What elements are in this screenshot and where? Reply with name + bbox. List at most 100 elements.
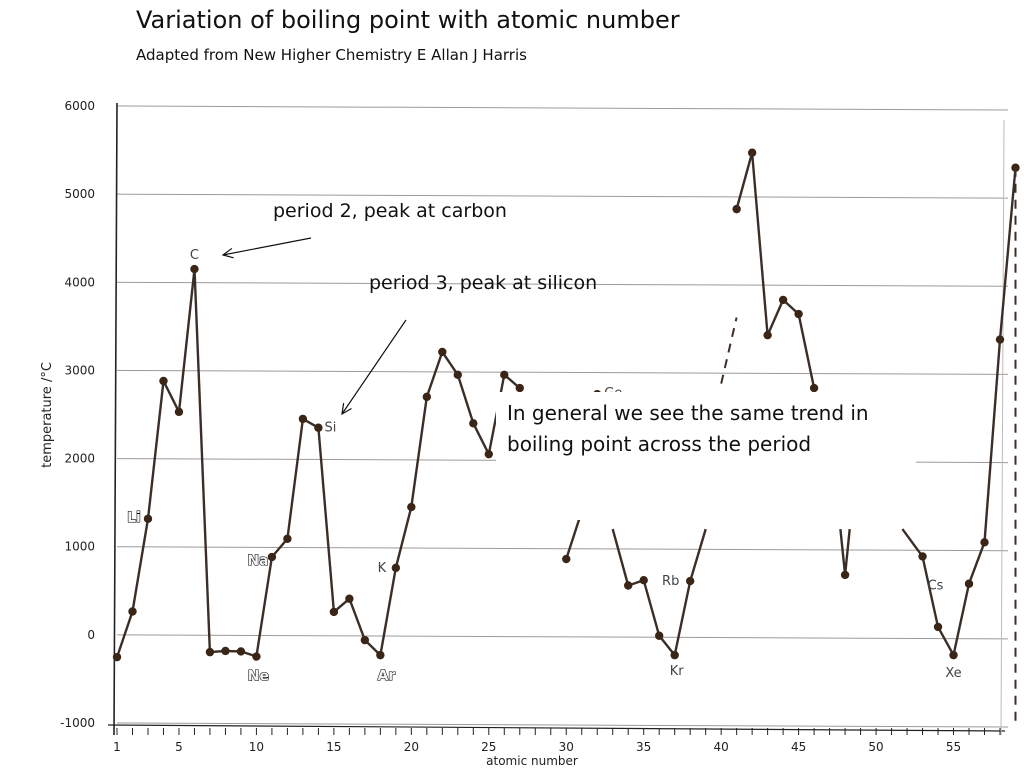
data-point: [639, 576, 648, 585]
gridline-y: [116, 369, 1009, 375]
slide-subtitle: Adapted from New Higher Chemistry E Alla…: [136, 46, 527, 64]
data-point: [685, 576, 695, 586]
data-point: [298, 414, 308, 424]
x-tick-label: 1: [113, 740, 121, 754]
data-point: [500, 370, 509, 380]
data-point: [329, 607, 339, 617]
y-tick-label: -1000: [60, 716, 95, 730]
y-tick-label: 3000: [64, 363, 95, 377]
data-point: [918, 552, 927, 561]
data-point: [763, 330, 772, 340]
data-point: [174, 407, 184, 417]
data-point: [407, 502, 416, 512]
data-point: [360, 635, 370, 645]
gridline-y: [116, 193, 1009, 199]
series-line: [839, 528, 851, 577]
data-point: [484, 449, 493, 459]
y-tick-label: 0: [87, 628, 95, 642]
data-point: [469, 419, 478, 428]
arrow-layer: [221, 237, 407, 416]
data-point: [624, 581, 633, 590]
series-line: [901, 167, 1017, 657]
point-label: Si: [324, 421, 336, 436]
point-label: K: [378, 561, 387, 576]
data-point: [438, 347, 447, 357]
arrow-head: [341, 403, 352, 416]
x-tick-label: 15: [326, 740, 341, 754]
data-point: [964, 579, 974, 588]
x-tick-label: 10: [249, 740, 264, 754]
data-point: [128, 607, 137, 616]
data-point: [221, 646, 230, 656]
slide-title: Variation of boiling point with atomic n…: [136, 6, 680, 34]
gridline-y: [116, 546, 1009, 552]
data-point: [190, 264, 199, 274]
label-layer: CSiKRbKrCsXeGeLiNaNeAr: [127, 248, 962, 685]
y-tick-label: 5000: [64, 187, 95, 201]
point-label: Rb: [662, 574, 679, 589]
x-tick-label: 20: [404, 740, 419, 754]
data-point: [732, 204, 741, 214]
data-point: [376, 650, 385, 660]
point-label: C: [190, 248, 199, 263]
y-axis-title: temperature /°C: [40, 362, 55, 468]
annotation-silicon: period 3, peak at silicon: [369, 272, 598, 294]
x-tick-label: 50: [868, 740, 883, 754]
gridline-y: [116, 281, 1009, 287]
series-line: [115, 267, 521, 658]
gridline-y: [116, 722, 1009, 728]
x-tick-label: 40: [714, 740, 729, 754]
annotation-arrow: [341, 319, 407, 415]
gridline-y: [116, 105, 1009, 111]
data-point: [453, 370, 463, 380]
x-tick-label: 35: [636, 740, 651, 754]
data-point: [840, 570, 850, 580]
series-layer: [112, 148, 1020, 723]
data-point: [345, 594, 354, 603]
x-tick-label: 45: [791, 740, 806, 754]
data-point: [794, 309, 803, 319]
point-label: Cs: [928, 579, 944, 594]
data-point: [159, 376, 168, 386]
data-point: [949, 650, 958, 660]
data-point: [252, 652, 261, 661]
series-line: [735, 151, 816, 389]
data-point: [422, 392, 432, 402]
gridline-y: [116, 634, 1009, 640]
y-axis-line: [113, 102, 118, 736]
data-point: [283, 534, 292, 543]
x-tick-label: 30: [559, 740, 574, 754]
x-tick-label: 55: [946, 740, 961, 754]
x-tick-label: 5: [175, 740, 183, 754]
series-line: [720, 317, 738, 384]
y-tick-label: 2000: [64, 452, 95, 466]
point-label: Kr: [670, 664, 685, 679]
data-point: [515, 383, 524, 393]
arrow-head: [221, 247, 234, 259]
data-point: [562, 554, 571, 564]
data-point: [980, 538, 989, 547]
annotation-carbon: period 2, peak at carbon: [273, 200, 507, 222]
y-tick-label: 1000: [64, 540, 95, 554]
x-axis-title: atomic number: [486, 754, 578, 768]
data-point: [143, 514, 153, 523]
data-point: [654, 631, 664, 640]
point-label: Li: [127, 510, 141, 526]
data-point: [995, 335, 1005, 344]
data-point: [778, 295, 788, 305]
annotation-trend: In general we see the same trend in boil…: [507, 401, 869, 456]
data-point: [314, 423, 323, 432]
data-point: [670, 650, 679, 660]
data-point: [933, 622, 943, 632]
point-label: Xe: [945, 666, 961, 681]
x-axis-line: [107, 724, 1006, 732]
right-border: [1000, 119, 1005, 736]
data-point: [267, 552, 277, 562]
data-point: [391, 563, 401, 573]
x-tick-label: 25: [481, 740, 496, 754]
data-point: [112, 652, 122, 662]
point-label: Na: [247, 553, 268, 569]
y-tick-label: 6000: [64, 99, 95, 113]
annotation-arrow: [222, 237, 312, 256]
